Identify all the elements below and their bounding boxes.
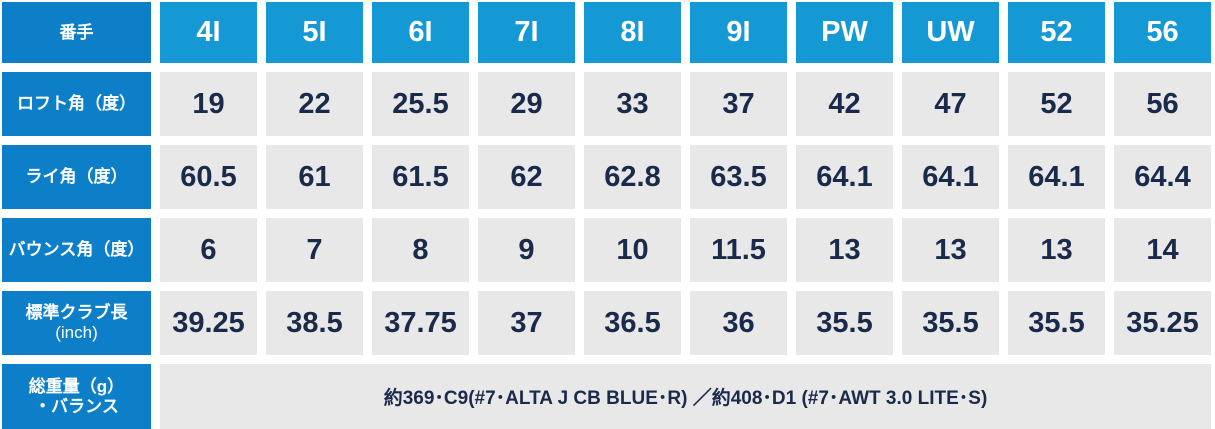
row-label-weight-line1: 総重量（g）	[28, 376, 125, 396]
lie-value: 62.8	[584, 145, 681, 209]
length-value: 35.25	[1114, 291, 1211, 355]
length-value: 39.25	[160, 291, 257, 355]
club-header-pw: PW	[796, 2, 893, 63]
bounce-value: 13	[796, 218, 893, 282]
club-header-8i: 8I	[584, 2, 681, 63]
lie-value: 64.1	[1008, 145, 1105, 209]
lie-value: 62	[478, 145, 575, 209]
loft-value: 19	[160, 72, 257, 136]
row-label-weight-line2: ・バランス	[34, 396, 119, 416]
row-label-lie: ライ角（度）	[2, 145, 151, 209]
row-label-length-unit: (inch)	[55, 323, 98, 342]
bounce-value: 8	[372, 218, 469, 282]
header-label: 番手	[59, 22, 94, 42]
weight-balance-value: 約369･C9(#7･ALTA J CB BLUE･R) ／約408･D1 (#…	[160, 364, 1211, 429]
lie-value: 61.5	[372, 145, 469, 209]
club-header-56: 56	[1114, 2, 1211, 63]
row-label-length-text: 標準クラブ長	[25, 303, 128, 322]
club-header-4i: 4I	[160, 2, 257, 63]
lie-value: 64.1	[902, 145, 999, 209]
bounce-value: 13	[902, 218, 999, 282]
length-value: 35.5	[796, 291, 893, 355]
lie-value: 64.1	[796, 145, 893, 209]
bounce-value: 10	[584, 218, 681, 282]
length-value: 37	[478, 291, 575, 355]
length-value: 35.5	[1008, 291, 1105, 355]
loft-value: 37	[690, 72, 787, 136]
loft-value: 22	[266, 72, 363, 136]
length-value: 38.5	[266, 291, 363, 355]
lie-value: 61	[266, 145, 363, 209]
lie-value: 63.5	[690, 145, 787, 209]
loft-value: 25.5	[372, 72, 469, 136]
row-label-loft: ロフト角（度）	[2, 72, 151, 136]
length-value: 36	[690, 291, 787, 355]
loft-value: 56	[1114, 72, 1211, 136]
bounce-value: 6	[160, 218, 257, 282]
lie-value: 64.4	[1114, 145, 1211, 209]
loft-value: 47	[902, 72, 999, 136]
length-value: 36.5	[584, 291, 681, 355]
row-label-bounce: バウンス角（度）	[2, 218, 151, 282]
club-header-52: 52	[1008, 2, 1105, 63]
bounce-value: 11.5	[690, 218, 787, 282]
club-header-5i: 5I	[266, 2, 363, 63]
header-label-cell: 番手	[2, 2, 151, 63]
bounce-value: 7	[266, 218, 363, 282]
loft-value: 29	[478, 72, 575, 136]
club-header-7i: 7I	[478, 2, 575, 63]
row-label-loft-text: ロフト角（度）	[17, 94, 136, 113]
lie-value: 60.5	[160, 145, 257, 209]
club-header-9i: 9I	[690, 2, 787, 63]
bounce-value: 14	[1114, 218, 1211, 282]
row-label-lie-text: ライ角（度）	[25, 167, 128, 186]
club-header-6i: 6I	[372, 2, 469, 63]
club-header-uw: UW	[902, 2, 999, 63]
bounce-value: 13	[1008, 218, 1105, 282]
bounce-value: 9	[478, 218, 575, 282]
length-value: 35.5	[902, 291, 999, 355]
row-label-weight: 総重量（g） ・バランス	[2, 364, 151, 429]
length-value: 37.75	[372, 291, 469, 355]
loft-value: 52	[1008, 72, 1105, 136]
row-label-length: 標準クラブ長 (inch)	[2, 291, 151, 355]
loft-value: 33	[584, 72, 681, 136]
row-label-bounce-text: バウンス角（度）	[8, 240, 145, 259]
loft-value: 42	[796, 72, 893, 136]
